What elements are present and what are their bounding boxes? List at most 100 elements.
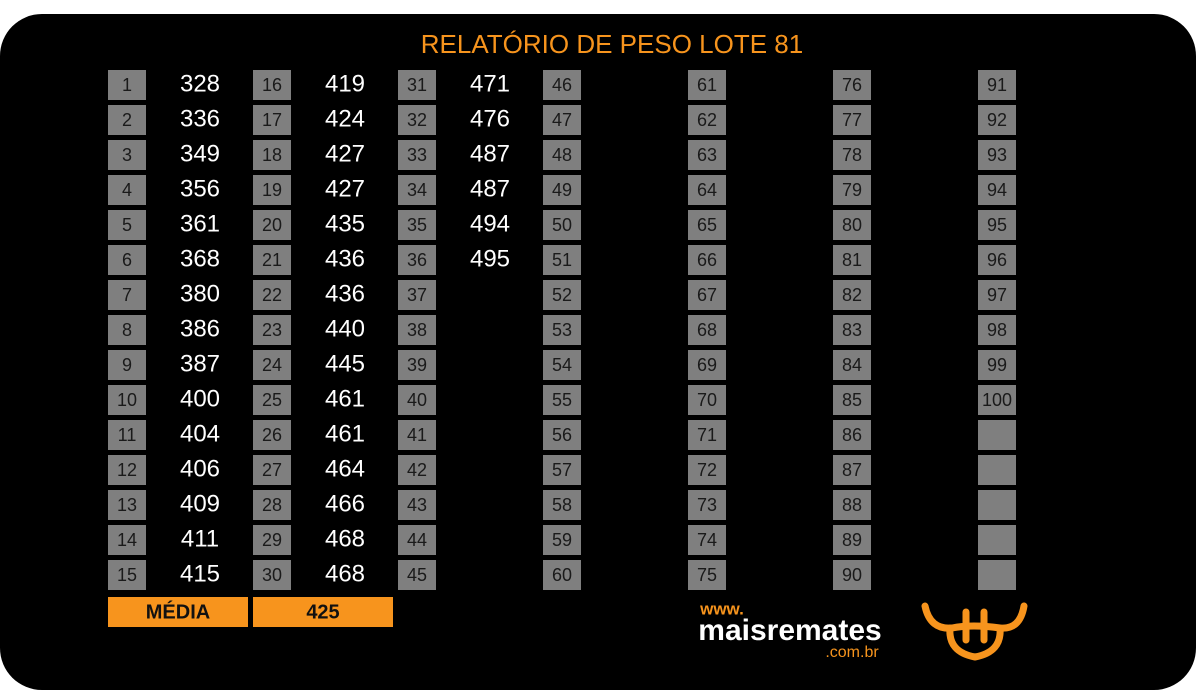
weight: 436 <box>325 245 365 272</box>
id-box <box>978 175 1016 205</box>
animal-id: 14 <box>117 530 137 550</box>
id-box <box>833 385 871 415</box>
animal-id: 77 <box>842 110 862 130</box>
animal-id: 2 <box>122 110 132 130</box>
animal-id: 21 <box>262 250 282 270</box>
id-box <box>688 560 726 590</box>
animal-id: 9 <box>122 355 132 375</box>
animal-id: 45 <box>407 565 427 585</box>
id-box <box>253 455 291 485</box>
animal-id: 85 <box>842 390 862 410</box>
id-box <box>688 245 726 275</box>
animal-id: 94 <box>987 180 1007 200</box>
weight: 468 <box>325 525 365 552</box>
id-box <box>833 210 871 240</box>
animal-id: 11 <box>118 425 137 445</box>
id-box <box>108 525 146 555</box>
id-box <box>833 490 871 520</box>
animal-id: 19 <box>262 180 282 200</box>
weight: 466 <box>325 490 365 517</box>
animal-id: 32 <box>407 110 427 130</box>
id-box <box>978 455 1016 485</box>
id-box <box>253 490 291 520</box>
animal-id: 71 <box>697 425 717 445</box>
id-box <box>253 560 291 590</box>
animal-id: 98 <box>987 320 1007 340</box>
weight: 387 <box>180 350 220 377</box>
animal-id: 90 <box>842 565 862 585</box>
id-box <box>398 245 436 275</box>
id-box <box>833 245 871 275</box>
animal-id: 38 <box>407 320 427 340</box>
weight: 487 <box>470 175 510 202</box>
id-box <box>543 105 581 135</box>
id-box <box>833 70 871 100</box>
animal-id: 22 <box>262 285 282 305</box>
id-box <box>108 140 146 170</box>
id-box <box>108 420 146 450</box>
id-box <box>543 140 581 170</box>
animal-id: 23 <box>262 320 282 340</box>
id-box <box>108 350 146 380</box>
weight: 404 <box>180 420 220 447</box>
id-box <box>688 315 726 345</box>
id-box <box>108 175 146 205</box>
title: RELATÓRIO DE PESO LOTE 81 <box>421 29 803 59</box>
id-box <box>833 280 871 310</box>
animal-id: 73 <box>697 495 717 515</box>
animal-id: 100 <box>982 390 1012 410</box>
id-box <box>108 455 146 485</box>
id-box <box>543 350 581 380</box>
animal-id: 60 <box>552 565 572 585</box>
weight: 406 <box>180 455 220 482</box>
id-box <box>543 490 581 520</box>
animal-id: 84 <box>842 355 862 375</box>
id-box <box>543 315 581 345</box>
animal-id: 12 <box>117 460 137 480</box>
id-box <box>688 385 726 415</box>
weight: 328 <box>180 70 220 97</box>
id-box <box>543 210 581 240</box>
animal-id: 61 <box>697 75 717 95</box>
logo-suffix: .com.br <box>825 644 879 661</box>
animal-id: 10 <box>117 390 137 410</box>
id-box <box>688 105 726 135</box>
id-box <box>398 420 436 450</box>
animal-id: 5 <box>122 215 132 235</box>
animal-id: 44 <box>407 530 427 550</box>
id-box <box>398 175 436 205</box>
id-box <box>253 70 291 100</box>
id-box <box>688 455 726 485</box>
id-box <box>108 210 146 240</box>
id-box <box>688 70 726 100</box>
id-box <box>253 525 291 555</box>
id-box <box>108 385 146 415</box>
id-box <box>688 280 726 310</box>
weight: 411 <box>181 525 219 552</box>
animal-id: 63 <box>697 145 717 165</box>
average-value-box <box>253 597 393 627</box>
id-box <box>398 385 436 415</box>
id-box <box>253 385 291 415</box>
animal-id: 28 <box>262 495 282 515</box>
animal-id: 50 <box>552 215 572 235</box>
id-box <box>108 245 146 275</box>
animal-id: 1 <box>122 75 132 95</box>
weight: 445 <box>325 350 365 377</box>
id-box <box>978 210 1016 240</box>
id-box <box>398 280 436 310</box>
id-box <box>253 280 291 310</box>
animal-id: 34 <box>407 180 427 200</box>
animal-id: 7 <box>122 285 132 305</box>
animal-id: 55 <box>552 390 572 410</box>
weight: 400 <box>180 385 220 412</box>
id-box <box>253 315 291 345</box>
animal-id: 33 <box>407 145 427 165</box>
animal-id: 88 <box>842 495 862 515</box>
id-box <box>978 490 1016 520</box>
weight: 464 <box>325 455 365 482</box>
animal-id: 79 <box>842 180 862 200</box>
id-box <box>833 140 871 170</box>
animal-id: 89 <box>842 530 862 550</box>
animal-id: 69 <box>697 355 717 375</box>
